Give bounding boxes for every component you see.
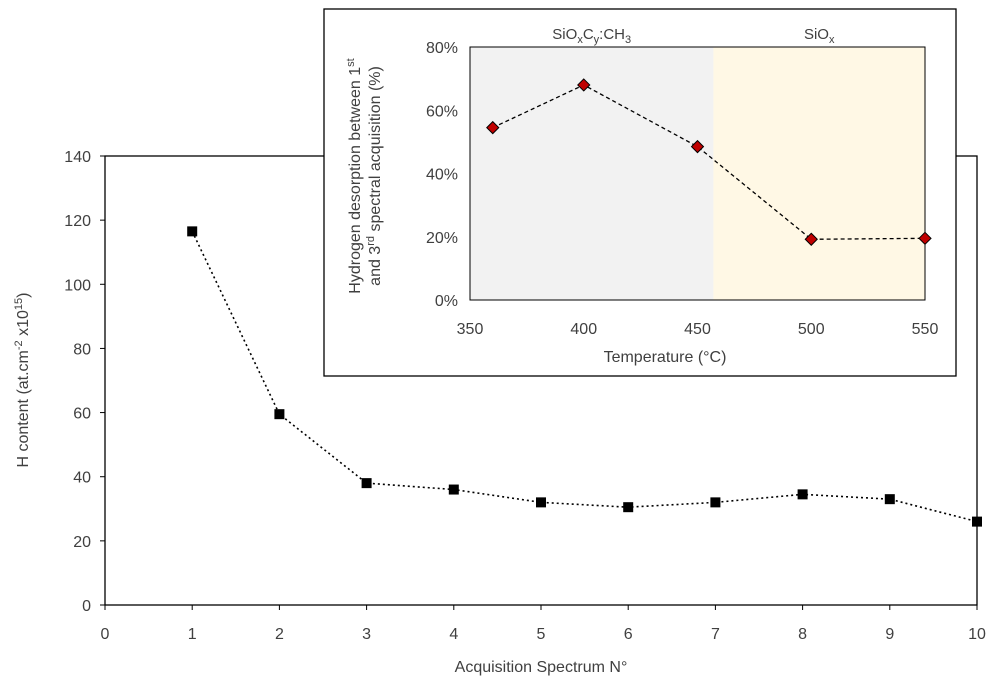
main-data-point [884,494,895,505]
main-x-tick-label: 9 [885,626,894,643]
inset-data-point [486,120,500,135]
main-x-tick-label: 6 [624,626,633,643]
main-x-axis: 0 1 2 3 4 5 6 7 8 9 10 [101,605,986,643]
main-y-tick-label: 100 [64,277,91,294]
inset-data-point [918,231,932,246]
inset-y-axis-title-line1: Hydrogen desorption between 1st [345,58,364,293]
main-x-tick-label: 3 [362,626,371,643]
main-y-tick-label: 80 [73,341,91,358]
inset-series-line [492,84,926,240]
main-x-tick-label: 1 [188,626,197,643]
main-data-point [448,484,459,495]
inset-x-tick-label: 350 [457,321,484,338]
main-data-point [710,497,721,508]
inset-data-point [577,78,591,92]
inset-plot-frame [469,46,926,301]
main-data-point [536,497,546,508]
main-data-point [361,478,372,489]
inset-y-axis: 0% 20% 40% 60% 80% [426,40,458,310]
inset-data-point [804,232,818,246]
inset-y-tick-label: 20% [426,230,458,247]
main-y-axis: 0 20 40 60 80 100 120 140 [64,149,105,615]
main-y-axis-title: H content (at.cm-2 x1015) [13,293,32,468]
main-x-tick-label: 10 [968,626,986,643]
main-data-point [797,489,808,500]
inset-y-tick-label: 40% [426,167,458,184]
inset-y-axis-title-line2: and 3rd spectral acquisition (%) [365,66,384,286]
main-data-point [623,502,634,513]
main-x-tick-label: 5 [537,626,546,643]
inset-y-tick-label: 80% [426,40,458,57]
inset-x-tick-label: 500 [798,321,825,338]
inset-x-tick-label: 450 [684,321,711,338]
inset-region-label-siox: SiOx [804,26,835,46]
inset-chart: 0% 20% 40% 60% 80% 350 400 450 500 550 SiOxCy:CH… [323,8,957,377]
main-series-points [187,226,982,527]
main-data-point [274,409,285,420]
main-y-tick-label: 40 [73,470,91,487]
main-x-tick-label: 0 [101,626,110,643]
inset-y-tick-label: 0% [435,293,458,310]
inset-region-label-siocy: SiOxCy:CH3 [552,26,631,46]
main-y-tick-label: 20 [73,534,91,551]
main-x-tick-label: 2 [275,626,284,643]
main-x-tick-label: 4 [449,626,458,643]
main-x-axis-title: Acquisition Spectrum N° [455,659,628,676]
inset-y-tick-label: 60% [426,103,458,120]
inset-data-point [690,139,705,154]
main-y-tick-label: 140 [64,149,91,166]
main-data-point [187,226,198,237]
main-x-tick-label: 7 [711,626,720,643]
main-y-tick-label: 60 [73,406,91,423]
main-series-line [191,231,978,523]
inset-region-siocy [470,47,714,300]
main-data-point [972,516,982,527]
main-y-tick-label: 0 [82,598,91,615]
inset-series-points [486,78,932,246]
inset-x-tick-label: 400 [570,321,597,338]
main-y-tick-label: 120 [64,213,91,230]
inset-x-tick-label: 550 [912,321,939,338]
main-x-tick-label: 8 [798,626,807,643]
inset-x-axis-title: Temperature (°C) [604,349,727,366]
inset-region-siox [713,47,925,300]
inset-x-axis: 350 400 450 500 550 [457,321,939,338]
